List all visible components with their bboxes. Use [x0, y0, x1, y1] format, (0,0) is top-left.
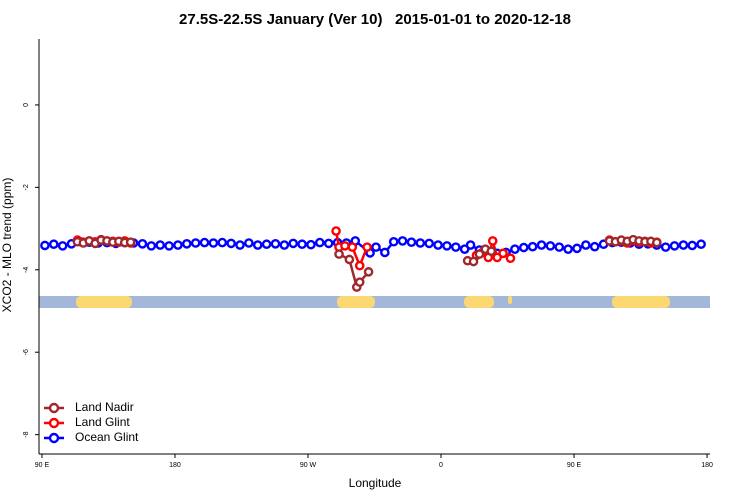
point — [554, 242, 565, 252]
point — [279, 240, 290, 250]
point — [487, 236, 498, 246]
x-tick-label: 90 E — [567, 462, 582, 469]
point — [527, 241, 538, 252]
point — [363, 267, 374, 277]
point — [48, 239, 59, 250]
point — [518, 242, 529, 253]
point — [450, 242, 461, 252]
point — [510, 244, 520, 254]
y-tick-label: -2 — [23, 184, 30, 190]
x-tick-label: 180 — [701, 462, 713, 469]
legend-label: Ocean Glint — [75, 430, 139, 444]
point — [354, 260, 365, 271]
legend-marker — [48, 402, 60, 414]
point — [424, 238, 434, 249]
x-tick-label: 90 W — [300, 462, 317, 469]
point — [474, 249, 485, 259]
point — [406, 237, 417, 247]
point — [181, 239, 192, 249]
land-band — [464, 296, 494, 308]
point — [415, 238, 426, 248]
point — [190, 238, 201, 248]
legend-marker — [48, 417, 60, 429]
point — [137, 239, 148, 249]
land-ocean-mask — [39, 296, 710, 308]
point — [660, 242, 671, 252]
point — [164, 241, 174, 251]
point — [270, 239, 281, 249]
point — [331, 226, 341, 236]
land-band — [508, 296, 512, 304]
point — [362, 242, 372, 252]
point — [146, 241, 157, 251]
point — [347, 242, 358, 252]
land-band — [76, 296, 132, 308]
point — [125, 237, 136, 247]
point — [173, 240, 183, 250]
point — [244, 238, 254, 248]
point — [371, 242, 381, 252]
point — [354, 277, 365, 287]
point — [465, 240, 476, 250]
land-band — [337, 296, 375, 308]
y-tick-label: -4 — [23, 267, 30, 273]
point — [651, 237, 662, 248]
point — [40, 240, 50, 251]
point — [323, 238, 334, 249]
y-axis-title: XCO2 - MLO trend (ppm) — [0, 178, 14, 313]
point — [199, 237, 210, 248]
point — [468, 256, 479, 267]
y-tick-label: 0 — [23, 103, 30, 107]
point — [486, 246, 497, 257]
point — [498, 248, 508, 259]
point — [669, 241, 680, 251]
land-band — [612, 296, 670, 308]
point — [57, 241, 68, 251]
chart-title: 27.5S-22.5S January (Ver 10) 2015-01-01 … — [179, 11, 571, 28]
point — [155, 240, 165, 250]
x-tick-label: 180 — [169, 462, 181, 469]
point — [208, 238, 219, 248]
point — [563, 244, 573, 254]
point — [696, 239, 706, 250]
point — [545, 241, 556, 251]
point — [340, 241, 350, 251]
point — [252, 240, 263, 250]
point — [433, 240, 443, 250]
point — [589, 241, 600, 252]
y-tick-label: -6 — [23, 349, 30, 355]
x-axis-title: Longitude — [349, 476, 402, 490]
point — [678, 240, 689, 250]
point — [572, 243, 582, 254]
point — [217, 237, 228, 248]
point — [261, 239, 272, 250]
point — [581, 240, 591, 250]
point — [334, 249, 344, 259]
y-tick-label: -8 — [23, 431, 30, 437]
point — [442, 241, 452, 251]
point — [226, 238, 236, 249]
legend-marker — [48, 432, 60, 444]
point — [397, 236, 408, 246]
x-tick-label: 90 E — [35, 462, 50, 469]
legend-label: Land Glint — [75, 415, 130, 429]
point — [288, 238, 299, 249]
point — [687, 240, 698, 251]
point — [344, 254, 355, 265]
point — [505, 253, 516, 264]
point — [536, 240, 547, 250]
point — [306, 239, 316, 250]
point — [315, 237, 325, 248]
point — [235, 240, 245, 250]
x-tick-label: 0 — [439, 462, 443, 469]
point — [297, 239, 307, 250]
point — [388, 236, 399, 247]
legend-label: Land Nadir — [75, 400, 134, 414]
point — [380, 247, 390, 258]
series — [72, 234, 662, 292]
